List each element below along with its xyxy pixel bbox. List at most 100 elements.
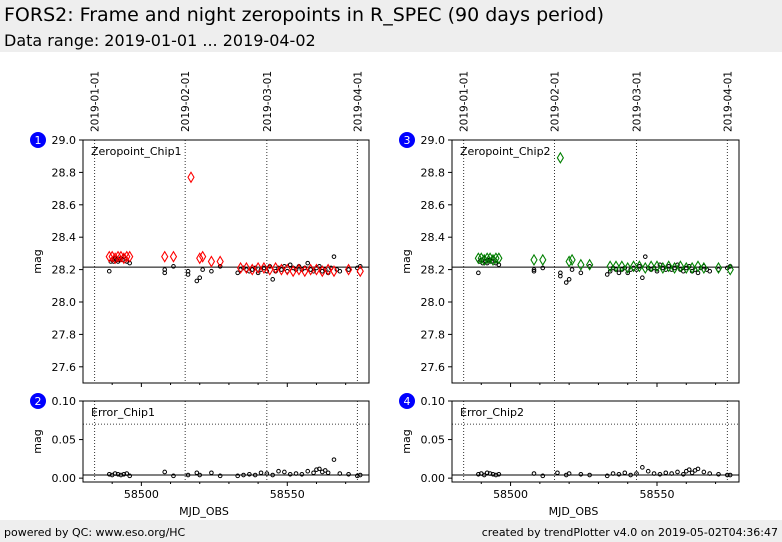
night-point	[357, 264, 363, 269]
night-point	[162, 469, 168, 475]
y-tick-label: 0.05	[52, 434, 77, 447]
y-tick-label: 28.8	[52, 166, 77, 179]
axes-frame	[451, 400, 740, 483]
night-point	[270, 277, 275, 282]
frame-point	[196, 252, 204, 265]
night-point	[634, 471, 639, 476]
frame-point	[169, 250, 178, 263]
panel-badge-label: 2	[35, 395, 42, 408]
night-point	[194, 278, 200, 284]
night-point	[558, 273, 563, 279]
y-tick-label: 28.8	[421, 166, 446, 179]
y-axis-label: mag	[31, 249, 44, 273]
night-point	[299, 471, 305, 477]
night-point	[325, 470, 331, 476]
night-point	[162, 267, 168, 272]
frame-point	[489, 253, 497, 266]
night-point	[628, 472, 633, 478]
frame-point	[126, 250, 134, 263]
frame-point	[271, 261, 280, 275]
night-point	[610, 471, 616, 476]
night-point	[640, 275, 645, 281]
axes-frame	[82, 400, 370, 483]
y-tick-label: 29.0	[52, 134, 77, 147]
night-point	[727, 472, 733, 478]
night-point	[337, 471, 343, 476]
frame-point	[344, 263, 353, 276]
night-point	[645, 468, 651, 474]
frame-point	[565, 255, 573, 268]
x-tick-label: 58500	[124, 488, 159, 501]
panel-annotation: Zeropoint_Chip1	[91, 145, 182, 158]
y-tick-label: 28.4	[52, 231, 77, 244]
night-point	[604, 272, 610, 277]
night-point	[357, 472, 363, 478]
frame-point	[207, 255, 216, 268]
night-point	[194, 470, 200, 476]
night-point	[540, 265, 546, 271]
night-point	[121, 471, 127, 477]
date-marker-label: 2019-01-01	[90, 71, 102, 132]
night-point	[663, 470, 669, 476]
night-point	[490, 471, 496, 477]
night-point	[317, 466, 322, 472]
night-point	[270, 472, 275, 478]
night-point	[276, 468, 281, 474]
frame-point	[312, 263, 321, 276]
y-axis-label: mag	[31, 429, 44, 453]
date-marker-label: 2019-04-01	[352, 71, 364, 132]
night-point	[171, 473, 176, 479]
frame-point	[289, 265, 297, 278]
panel-badge	[399, 393, 415, 409]
frame-point	[283, 263, 291, 276]
frame-point	[266, 263, 274, 276]
night-point	[569, 267, 575, 272]
night-point	[716, 471, 721, 477]
frame-point	[688, 261, 696, 275]
night-point	[346, 267, 351, 272]
night-point	[293, 471, 299, 476]
frame-point	[568, 253, 576, 266]
night-point	[681, 471, 686, 477]
frame-point	[495, 252, 503, 265]
frame-point	[647, 260, 655, 273]
night-point	[566, 471, 572, 476]
y-tick-label: 27.6	[421, 361, 446, 374]
night-point	[287, 262, 293, 268]
night-point	[724, 472, 730, 478]
frame-point	[324, 263, 332, 276]
frame-point	[606, 260, 614, 273]
y-tick-label: 28.2	[421, 264, 446, 277]
night-point	[241, 472, 246, 478]
night-point	[209, 268, 214, 274]
panel-annotation: Error_Chip1	[91, 406, 155, 419]
night-point	[305, 260, 311, 266]
frame-point	[248, 263, 256, 276]
night-point	[587, 472, 592, 478]
frame-point	[653, 260, 661, 273]
night-point	[261, 265, 267, 271]
frame-point	[254, 261, 262, 275]
frame-point	[123, 250, 131, 263]
panel-annotation: Error_Chip2	[460, 406, 524, 419]
night-point	[118, 472, 124, 478]
night-point	[493, 472, 499, 478]
night-point	[540, 473, 546, 479]
frame-point	[618, 260, 626, 273]
x-tick-label: 58550	[270, 488, 305, 501]
y-tick-label: 27.8	[421, 328, 446, 341]
night-point	[654, 268, 660, 274]
y-tick-label: 28.2	[52, 264, 77, 277]
panel-annotation: Zeropoint_Chip2	[460, 145, 551, 158]
night-point	[124, 471, 130, 476]
frame-point	[474, 252, 482, 265]
night-point	[337, 268, 343, 274]
night-point	[112, 471, 118, 476]
frame-point	[199, 250, 207, 263]
y-tick-label: 29.0	[421, 134, 446, 147]
frame-point-outlier	[556, 151, 564, 164]
night-point	[487, 471, 493, 476]
frame-point	[700, 261, 708, 275]
night-point	[657, 471, 663, 477]
panel-badge-label: 3	[404, 134, 411, 147]
